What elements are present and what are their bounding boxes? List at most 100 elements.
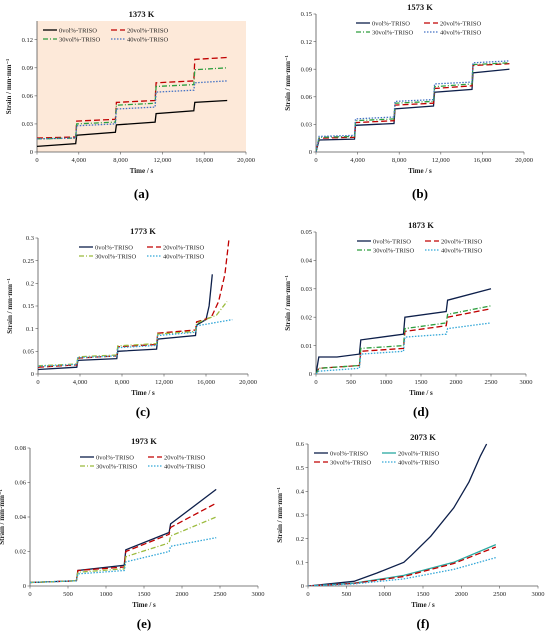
y-tick-label: 0.25	[23, 258, 34, 265]
chart-panel-5: 0 500 1000 1500 2000 2500 3000 0 0.02 0.04 0.06 0.0…	[0, 436, 265, 631]
x-tick-label: 0	[314, 157, 317, 164]
series-line-0vol%-TRISO	[308, 443, 488, 586]
legend-entry: 30vol%-TRISO	[330, 459, 371, 466]
panel-letter: (e)	[137, 616, 151, 631]
y-tick-label: 0.2	[26, 281, 34, 288]
y-axis-label: Strain / mm·mm⁻¹	[5, 59, 13, 115]
x-tick-label: 20,000	[239, 379, 257, 386]
y-tick-label: 0.08	[15, 445, 26, 452]
series-line-20vol%-TRISO	[316, 308, 492, 374]
x-axis-label: Time / s	[132, 601, 156, 609]
x-axis-label: Time / s	[130, 167, 154, 175]
y-tick-label: 0.12	[301, 39, 312, 46]
legend-entry: 0vol%-TRISO	[95, 244, 133, 251]
legend-entry: 40vol%-TRISO	[127, 36, 168, 43]
chart-panel-4: 0 500 1000 1500 2000 2500 3000 0 0.01 0.02 0.03 0.0…	[284, 220, 533, 419]
y-tick-label: 0.01	[301, 343, 312, 350]
panel-title: 1573 K	[407, 2, 433, 12]
series-line-30vol%-TRISO	[37, 67, 228, 140]
x-tick-label: 8,000	[113, 157, 128, 164]
x-tick-label: 1000	[380, 379, 393, 386]
x-tick-label: 12,000	[153, 157, 171, 164]
plot-area	[30, 448, 258, 586]
series-line-30vol%-TRISO	[38, 301, 228, 367]
legend-entry: 0vol%-TRISO	[330, 450, 368, 457]
y-tick-label: 0	[30, 149, 33, 156]
x-tick-label: 3000	[532, 591, 545, 598]
y-tick-label: 0.03	[22, 121, 33, 128]
series-line-30vol%-TRISO	[30, 516, 217, 584]
x-tick-label: 500	[346, 379, 356, 386]
y-tick-label: 0.06	[22, 93, 34, 100]
series-line-40vol%-TRISO	[37, 80, 228, 140]
x-tick-label: 16,000	[195, 157, 213, 164]
y-tick-label: 0.5	[296, 465, 304, 472]
y-axis-label: Strain / mm·mm⁻¹	[284, 55, 292, 111]
plot-area	[316, 232, 526, 374]
y-tick-label: 0.09	[22, 65, 33, 72]
legend-entry: 40vol%-TRISO	[163, 253, 204, 260]
legend-entry: 20vol%-TRISO	[440, 20, 481, 27]
legend-entry: 20vol%-TRISO	[398, 450, 439, 457]
x-tick-label: 20,000	[515, 157, 533, 164]
y-axis-label: Strain / mm·mm⁻¹	[284, 275, 292, 331]
x-tick-label: 4,000	[350, 157, 365, 164]
y-tick-label: 0.09	[301, 66, 312, 73]
x-tick-label: 0	[28, 591, 31, 598]
x-tick-label: 8,000	[115, 379, 130, 386]
x-tick-label: 1500	[138, 591, 151, 598]
x-tick-label: 2000	[176, 591, 189, 598]
series-line-0vol%-TRISO	[37, 99, 228, 148]
legend-entry: 0vol%-TRISO	[372, 20, 410, 27]
legend-entry: 30vol%-TRISO	[96, 463, 137, 470]
y-tick-label: 0.05	[23, 349, 34, 356]
y-tick-label: 0	[309, 149, 312, 156]
x-tick-label: 2000	[455, 591, 468, 598]
x-axis-label: Time / s	[408, 167, 432, 175]
plot-area	[37, 21, 246, 152]
x-axis-label: Time / s	[131, 389, 155, 397]
legend-entry: 20vol%-TRISO	[441, 238, 482, 245]
y-tick-label: 0	[23, 583, 26, 590]
x-tick-label: 3000	[520, 379, 533, 386]
series-line-30vol%-TRISO	[316, 305, 492, 374]
x-tick-label: 2500	[214, 591, 227, 598]
legend-entry: 30vol%-TRISO	[95, 253, 136, 260]
x-tick-label: 2500	[493, 591, 506, 598]
panel-letter: (a)	[134, 186, 149, 201]
plot-area	[316, 14, 524, 152]
y-tick-label: 0.3	[296, 512, 304, 519]
y-tick-label: 0.04	[301, 258, 313, 265]
x-tick-label: 12,000	[155, 379, 173, 386]
plot-area	[38, 238, 248, 374]
panel-letter: (b)	[412, 186, 428, 201]
legend-entry: 0vol%-TRISO	[96, 454, 134, 461]
legend-entry: 40vol%-TRISO	[441, 247, 482, 254]
y-axis-label: Strain / mm·mm⁻¹	[276, 487, 284, 543]
panel-title: 2073 K	[410, 432, 436, 442]
x-tick-label: 500	[341, 591, 351, 598]
x-axis-label: Time / s	[411, 601, 435, 609]
x-tick-label: 0	[314, 379, 317, 386]
y-tick-label: 0.03	[301, 286, 312, 293]
legend-entry: 20vol%-TRISO	[127, 27, 168, 34]
x-axis-label: Time / s	[409, 389, 433, 397]
y-tick-label: 0	[301, 583, 304, 590]
panel-title: 1773 K	[130, 226, 156, 236]
x-tick-label: 4,000	[71, 157, 86, 164]
legend: 0vol%-TRISO 20vol%-TRISO 30vol%-TRISO 40vol…	[357, 238, 482, 254]
legend-entry: 30vol%-TRISO	[373, 247, 414, 254]
panel-title: 1373 K	[129, 9, 155, 19]
x-tick-label: 4,000	[73, 379, 88, 386]
x-tick-label: 0	[306, 591, 309, 598]
chart-panel-3: 0 4,000 8,000 12,000 16,000 20,000 0 0.05 0.1 0.1…	[6, 226, 257, 419]
y-axis-label: Strain / mm·mm⁻¹	[6, 278, 14, 334]
legend-entry: 40vol%-TRISO	[398, 459, 439, 466]
panel-title: 1973 K	[131, 436, 157, 446]
series-line-40vol%-TRISO	[38, 318, 233, 367]
x-tick-label: 1000	[100, 591, 113, 598]
legend: 0vol%-TRISO 20vol%-TRISO 30vol%-TRISO 40vol…	[356, 20, 481, 36]
series-line-40vol%-TRISO	[308, 556, 496, 586]
legend-entry: 0vol%-TRISO	[59, 27, 97, 34]
